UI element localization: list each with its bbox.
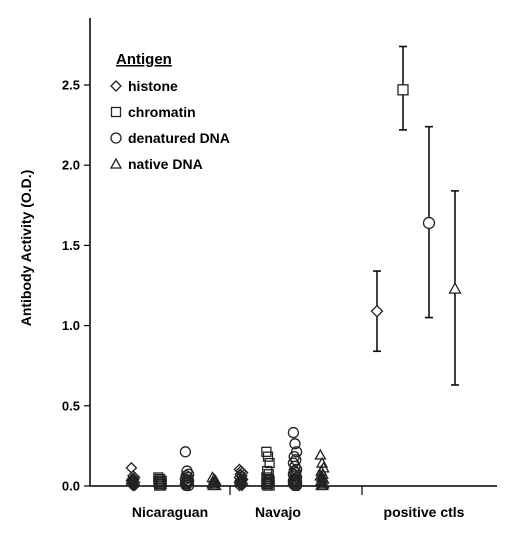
y-tick-label: 2.5 <box>62 78 80 93</box>
legend-marker-triangle <box>109 157 123 169</box>
legend: Antigen histone chromatin denatured DNA nati… <box>109 51 230 172</box>
data-points <box>125 426 330 492</box>
data-point-square <box>262 480 273 491</box>
data-point-circle <box>180 479 192 492</box>
positive-ctl-mean-diamond <box>370 304 384 318</box>
legend-entry-label: histone <box>128 78 178 94</box>
data-point-diamond <box>128 479 141 492</box>
data-point-square <box>262 451 274 462</box>
data-point-diamond <box>125 461 138 474</box>
y-tick-label: 0.5 <box>62 398 80 413</box>
error-bars <box>370 45 462 386</box>
data-point-triangle <box>314 448 327 460</box>
data-point-triangle <box>207 479 220 491</box>
data-point-square <box>262 478 274 490</box>
data-point-square <box>264 457 275 469</box>
legend-marker-circle <box>110 132 122 144</box>
x-category-labels: Nicaraguan Navajo positive ctls <box>132 504 465 520</box>
y-ticks: 0.0 0.5 1.0 1.5 2.0 2.5 <box>62 78 90 494</box>
data-point-circle <box>289 438 301 450</box>
legend-marker-square <box>110 106 122 118</box>
data-point-circle <box>290 479 303 492</box>
x-category-label: Navajo <box>255 504 301 520</box>
data-point-square <box>156 478 167 490</box>
data-point-square <box>263 477 274 488</box>
data-point-diamond <box>127 479 139 492</box>
y-tick-label: 2.0 <box>62 158 80 173</box>
legend-entry-label: chromatin <box>128 104 196 120</box>
legend-entry-label: native DNA <box>128 156 203 172</box>
data-point-circle <box>287 426 300 439</box>
legend-title: Antigen <box>116 51 172 68</box>
y-tick-label: 1.0 <box>62 318 80 333</box>
positive-ctl-mean-circle <box>422 216 436 230</box>
data-point-diamond <box>233 479 246 492</box>
y-tick-label: 0.0 <box>62 479 80 494</box>
y-axis-title: Antibody Activity (O.D.) <box>18 170 34 327</box>
legend-entry-label: denatured DNA <box>128 130 230 146</box>
data-point-circle <box>179 446 192 458</box>
positive-ctl-mean-triangle <box>448 281 462 294</box>
data-point-triangle <box>316 479 329 491</box>
positive-ctl-mean-square <box>397 84 409 96</box>
data-point-square <box>155 480 166 491</box>
x-category-label: positive ctls <box>384 504 465 520</box>
data-point-square <box>153 477 164 488</box>
data-point-diamond <box>235 479 248 492</box>
y-tick-label: 1.5 <box>62 238 80 253</box>
legend-marker-diamond <box>110 80 122 92</box>
x-category-label: Nicaraguan <box>132 504 208 520</box>
